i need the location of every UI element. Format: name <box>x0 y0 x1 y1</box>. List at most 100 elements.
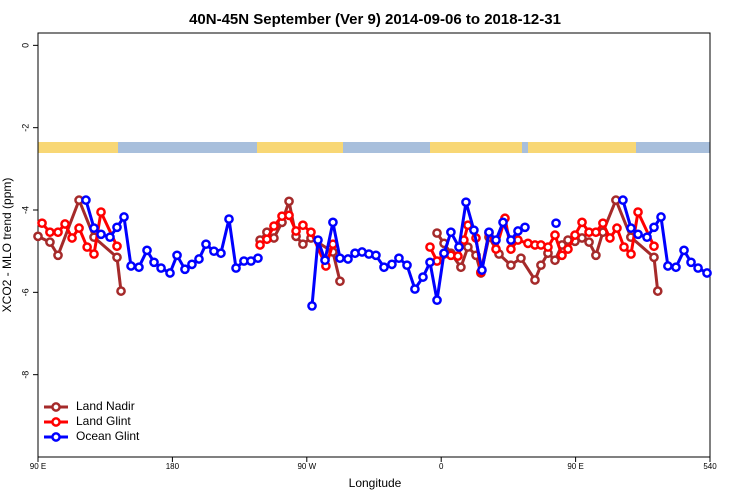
data-point <box>298 220 308 231</box>
data-point <box>306 227 316 238</box>
y-tick-label: -8 <box>20 371 30 379</box>
data-point <box>652 286 663 296</box>
data-point <box>387 259 397 270</box>
land-band <box>528 142 636 153</box>
data-point <box>255 240 265 250</box>
data-point <box>656 212 666 222</box>
data-point <box>156 263 166 273</box>
data-point <box>520 222 530 233</box>
data-point <box>633 207 643 217</box>
data-point <box>598 218 608 229</box>
data-point <box>612 223 622 233</box>
data-point <box>557 250 567 261</box>
data-point <box>284 210 294 221</box>
data-point <box>605 233 615 243</box>
land-band <box>38 142 118 153</box>
x-tick-label: 90 W <box>297 462 316 471</box>
land-band <box>430 142 522 153</box>
data-point <box>577 217 587 228</box>
data-point <box>633 229 643 240</box>
x-tick-label: 90 E <box>30 462 46 471</box>
data-point <box>298 239 308 250</box>
plot-frame <box>37 32 711 458</box>
data-point <box>570 230 580 240</box>
data-point <box>591 227 601 238</box>
y-tick-label: -6 <box>20 288 30 296</box>
data-point <box>469 225 479 236</box>
data-point <box>335 276 345 287</box>
data-point <box>313 235 323 245</box>
data-point <box>231 263 241 273</box>
data-point <box>453 251 463 261</box>
data-point <box>224 214 234 224</box>
data-point <box>454 242 464 252</box>
land-ocean-band <box>38 142 710 153</box>
legend-label: Ocean Glint <box>76 429 140 443</box>
data-point <box>67 233 77 243</box>
data-point <box>550 255 560 266</box>
x-tick-label: 90 E <box>567 462 583 471</box>
data-point <box>498 217 508 228</box>
data-point <box>112 252 122 263</box>
data-point <box>335 253 345 264</box>
data-point <box>126 261 136 271</box>
data-point <box>307 301 317 311</box>
data-point <box>410 284 420 294</box>
data-point <box>37 218 47 229</box>
data-point <box>679 245 689 256</box>
data-point <box>619 242 629 252</box>
data-point <box>550 230 560 240</box>
data-point <box>134 262 144 273</box>
data-point <box>82 242 92 252</box>
data-point <box>105 232 115 243</box>
data-point <box>551 218 561 229</box>
x-tick-label: 540 <box>703 462 717 471</box>
data-point <box>165 268 175 278</box>
data-point <box>53 250 63 261</box>
data-point <box>513 226 523 236</box>
data-point <box>253 253 263 264</box>
data-point <box>371 250 381 261</box>
data-point <box>563 244 573 254</box>
data-point <box>269 221 279 231</box>
data-point <box>649 241 659 252</box>
y-tick-label: 0 <box>20 43 30 48</box>
data-point <box>536 260 546 271</box>
data-point <box>402 260 412 271</box>
land-band <box>257 142 343 153</box>
data-point <box>89 249 99 259</box>
data-point <box>584 237 594 247</box>
data-point <box>671 262 681 273</box>
data-point <box>516 253 526 264</box>
data-point <box>663 261 673 271</box>
data-point <box>425 257 435 268</box>
data-point <box>686 257 696 268</box>
data-point <box>491 244 501 254</box>
legend-marker <box>51 402 61 412</box>
data-point <box>649 222 659 233</box>
data-point <box>591 250 601 261</box>
data-point <box>484 227 494 238</box>
data-point <box>187 259 197 270</box>
data-point <box>626 223 636 233</box>
data-point <box>425 242 435 252</box>
data-point <box>284 196 294 207</box>
chart-title: 40N-45N September (Ver 9) 2014-09-06 to … <box>189 11 561 28</box>
data-point <box>463 242 473 252</box>
data-point <box>45 227 55 238</box>
data-point <box>119 212 129 222</box>
data-point <box>702 268 712 278</box>
data-point <box>461 197 471 208</box>
data-point <box>506 260 516 271</box>
y-tick-label: -2 <box>20 124 30 132</box>
data-point <box>74 223 84 233</box>
data-point <box>506 235 516 245</box>
data-point <box>142 245 152 256</box>
data-point <box>642 232 652 243</box>
legend-marker <box>51 417 61 427</box>
legend-marker <box>51 432 61 442</box>
data-point <box>112 222 122 233</box>
ocean-band <box>38 142 710 153</box>
data-point <box>149 257 159 268</box>
